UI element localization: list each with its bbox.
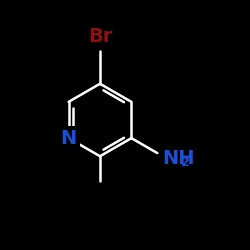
Text: NH: NH <box>162 148 195 168</box>
Text: 2: 2 <box>181 156 190 169</box>
Text: N: N <box>60 128 77 148</box>
Text: Br: Br <box>88 27 112 46</box>
